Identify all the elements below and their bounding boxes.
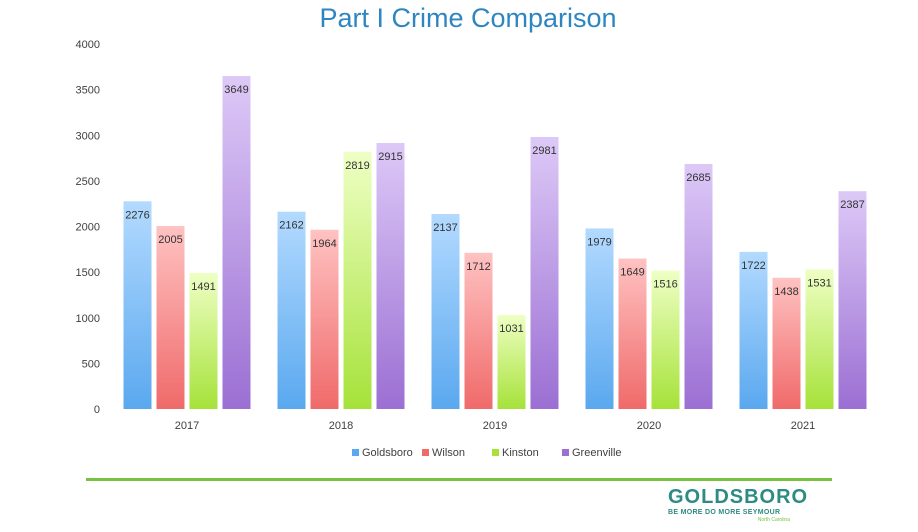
x-tick-label: 2020 xyxy=(637,420,661,432)
y-tick-label: 500 xyxy=(82,358,100,370)
data-label: 2981 xyxy=(532,145,556,157)
legend-label-goldsboro: Goldsboro xyxy=(362,447,413,459)
data-label: 1516 xyxy=(653,279,677,291)
y-tick-label: 3000 xyxy=(76,130,100,142)
y-tick-label: 2500 xyxy=(76,176,100,188)
data-label: 1712 xyxy=(466,261,490,273)
logo-subtext: North Carolina xyxy=(757,517,790,523)
legend-swatch-goldsboro xyxy=(352,449,359,456)
y-tick-label: 0 xyxy=(94,404,100,416)
bar-goldsboro-2021 xyxy=(739,251,768,409)
bar-greenville-2020 xyxy=(684,163,713,409)
bar-wilson-2021 xyxy=(772,277,801,409)
goldsboro-logo: GOLDSBORO BE MORE DO MORE SEYMOUR North … xyxy=(668,486,810,530)
data-label: 2276 xyxy=(125,209,149,221)
y-tick-label: 1500 xyxy=(76,267,100,279)
data-labels: 2276 2005 1491 3649 2162 1964 2819 2915 2137 1712… xyxy=(125,84,864,335)
data-label: 1649 xyxy=(620,267,644,279)
bar-kinston-2019 xyxy=(497,314,526,409)
y-tick-label: 4000 xyxy=(76,39,100,51)
chart-title: Part I Crime Comparison xyxy=(319,3,616,33)
data-label: 1964 xyxy=(312,238,336,250)
bars xyxy=(123,76,867,410)
data-label: 2819 xyxy=(345,160,369,172)
bar-goldsboro-2018 xyxy=(277,211,306,409)
bar-wilson-2019 xyxy=(464,252,493,409)
data-label: 1438 xyxy=(774,286,798,298)
x-tick-label: 2019 xyxy=(483,420,507,432)
bar-greenville-2019 xyxy=(530,136,559,409)
legend-swatch-wilson xyxy=(422,449,429,456)
bar-kinston-2020 xyxy=(651,270,680,409)
data-label: 1031 xyxy=(499,323,523,335)
legend: Goldsboro Wilson Kinston Greenville xyxy=(352,447,622,459)
data-label: 2387 xyxy=(840,199,864,211)
bar-kinston-2018 xyxy=(343,151,372,410)
data-label: 2915 xyxy=(378,151,402,163)
data-label: 1979 xyxy=(587,236,611,248)
bar-kinston-2021 xyxy=(805,269,834,409)
x-axis: 2017 2018 2019 2020 2021 xyxy=(175,420,815,432)
legend-swatch-kinston xyxy=(492,449,499,456)
data-label: 2005 xyxy=(158,234,182,246)
logo-wordmark: GOLDSBORO xyxy=(668,486,809,508)
data-label: 1722 xyxy=(741,260,765,272)
bar-goldsboro-2017 xyxy=(123,201,152,409)
data-label: 3649 xyxy=(224,84,248,96)
data-label: 1531 xyxy=(807,277,831,289)
y-tick-label: 2000 xyxy=(76,222,100,234)
legend-label-wilson: Wilson xyxy=(432,447,465,459)
legend-label-greenville: Greenville xyxy=(572,447,622,459)
data-label: 2685 xyxy=(686,172,710,184)
x-tick-label: 2017 xyxy=(175,420,199,432)
x-tick-label: 2018 xyxy=(329,420,353,432)
data-label: 2137 xyxy=(433,222,457,234)
bar-wilson-2018 xyxy=(310,229,339,409)
legend-swatch-greenville xyxy=(562,449,569,456)
bar-goldsboro-2020 xyxy=(585,228,614,409)
bar-wilson-2020 xyxy=(618,258,647,409)
bar-greenville-2021 xyxy=(838,191,867,409)
data-label: 2162 xyxy=(279,220,303,232)
legend-label-kinston: Kinston xyxy=(502,447,539,459)
bar-greenville-2018 xyxy=(376,143,405,409)
y-tick-label: 3500 xyxy=(76,85,100,97)
logo-tagline: BE MORE DO MORE SEYMOUR xyxy=(668,509,781,516)
y-axis: 0 500 1000 1500 2000 2500 3000 3500 4000 xyxy=(76,39,100,416)
bar-chart: Part I Crime Comparison 0 500 1000 1500 2000… xyxy=(76,3,867,459)
bar-greenville-2017 xyxy=(222,76,251,409)
bar-kinston-2017 xyxy=(189,272,218,409)
bar-goldsboro-2019 xyxy=(431,213,460,409)
bar-wilson-2017 xyxy=(156,226,185,409)
footer-divider xyxy=(86,478,832,481)
y-tick-label: 1000 xyxy=(76,313,100,325)
x-tick-label: 2021 xyxy=(791,420,815,432)
data-label: 1491 xyxy=(191,281,215,293)
